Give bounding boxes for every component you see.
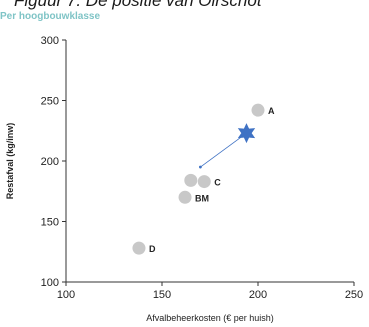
ticks: 100 150 200 250 300 100 150 200 250 xyxy=(41,35,364,301)
x-tick-label: 250 xyxy=(345,289,363,301)
x-tick-label: 200 xyxy=(249,289,267,301)
y-tick-label: 300 xyxy=(41,35,59,47)
y-tick-label: 150 xyxy=(41,217,59,229)
point-label: A xyxy=(268,106,275,116)
arrow-line xyxy=(200,132,247,168)
data-point xyxy=(132,241,146,255)
y-axis-label: Restafval (kg/inw) xyxy=(5,123,15,200)
x-tick-label: 100 xyxy=(57,289,75,301)
y-tick-label: 200 xyxy=(41,156,59,168)
data-point xyxy=(197,175,211,189)
chart-title: Per hoogbouwklasse xyxy=(0,11,101,22)
axes xyxy=(65,40,354,283)
data-point xyxy=(184,173,198,187)
y-tick-label: 100 xyxy=(41,277,59,289)
data-points: A C BM D xyxy=(132,103,275,255)
point-label: C xyxy=(214,178,221,188)
y-tick-label: 250 xyxy=(41,96,59,108)
star-icon xyxy=(237,123,256,144)
figure-title: Figuur 7. De positie van Oirschot xyxy=(14,0,262,10)
data-point xyxy=(178,190,192,204)
arrow-tip xyxy=(199,165,202,169)
point-label: BM xyxy=(195,193,209,203)
point-label: D xyxy=(149,244,156,254)
data-point xyxy=(251,103,265,117)
x-tick-label: 150 xyxy=(153,289,171,301)
x-axis-label: Afvalbeheerkosten (€ per huish) xyxy=(146,313,274,323)
